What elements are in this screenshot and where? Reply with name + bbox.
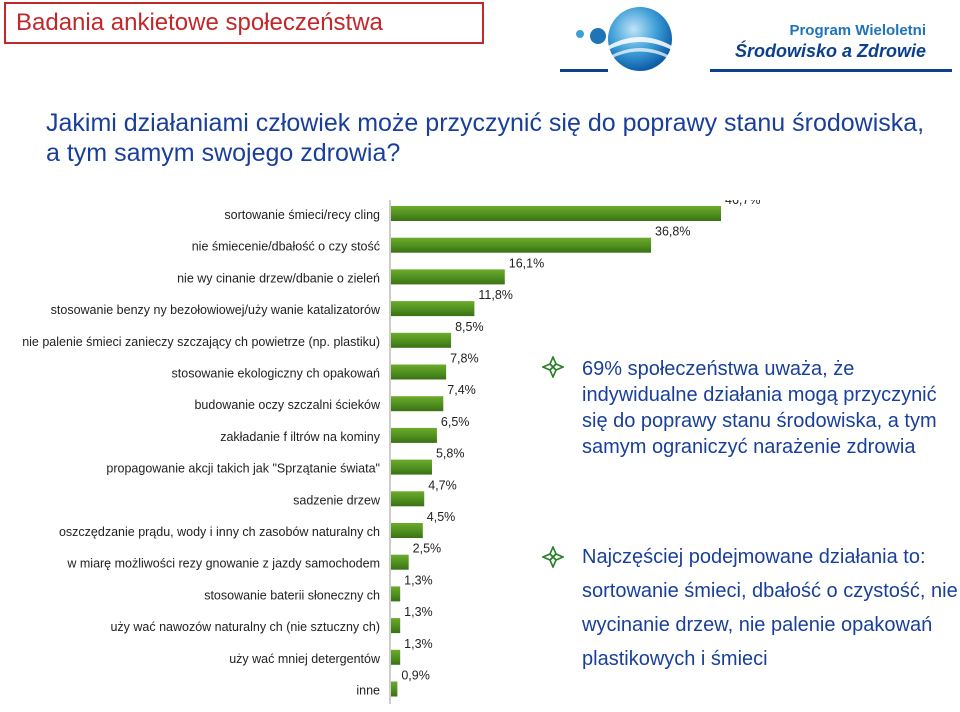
value-label: 7,4% bbox=[447, 383, 476, 397]
category-label: sadzenie drzew bbox=[293, 493, 381, 507]
category-label: propagowanie akcji takich jak "Sprzątani… bbox=[106, 462, 380, 476]
value-label: 4,7% bbox=[428, 478, 457, 492]
program-logo bbox=[560, 7, 952, 72]
category-label: uży wać nawozów naturalny ch (nie sztucz… bbox=[110, 620, 380, 634]
bar bbox=[391, 332, 452, 348]
value-label: 5,8% bbox=[436, 447, 465, 461]
category-label: stosowanie benzy ny bezołowiowej/uży wan… bbox=[51, 303, 381, 317]
value-label: 1,3% bbox=[404, 605, 433, 619]
value-label: 1,3% bbox=[404, 637, 433, 651]
program-subtitle: Środowisko a Zdrowie bbox=[734, 41, 926, 61]
dot-icon bbox=[590, 28, 606, 44]
bar bbox=[391, 618, 401, 634]
category-label: nie wy cinanie drzew/dbanie o zieleń bbox=[177, 271, 380, 285]
category-label: zakładanie f iltrów na kominy bbox=[220, 430, 381, 444]
question-line-2: a tym samym swojego zdrowia? bbox=[46, 139, 401, 167]
bar bbox=[391, 206, 721, 221]
bar bbox=[391, 237, 652, 253]
value-label: 7,8% bbox=[450, 352, 479, 366]
question-heading: Jakimi działaniami człowiek może przyczy… bbox=[46, 108, 946, 168]
bar bbox=[391, 301, 475, 317]
summary-point-2: Najczęściej podejmowane działania to: so… bbox=[542, 540, 960, 676]
bar bbox=[391, 269, 505, 285]
bar bbox=[391, 586, 401, 602]
logo-line bbox=[560, 69, 608, 72]
category-label: oszczędzanie prądu, wody i inny ch zasob… bbox=[59, 525, 380, 539]
category-label: w miarę możliwości rezy gnowanie z jazdy… bbox=[66, 557, 380, 571]
category-label: sortowanie śmieci/recy cling bbox=[224, 208, 380, 222]
bar bbox=[391, 427, 437, 443]
category-label: nie palenie śmieci zanieczy szczający ch… bbox=[22, 335, 380, 349]
bar bbox=[391, 681, 398, 697]
bar-chart: sortowanie śmieci/recy cling 46,7% nie śmi… bbox=[22, 200, 760, 704]
category-label: nie śmiecenie/dbałość o czy stość bbox=[192, 240, 380, 254]
value-label: 46,7% bbox=[725, 200, 760, 207]
question-line-1: Jakimi działaniami człowiek może przyczy… bbox=[46, 109, 925, 137]
value-label: 11,8% bbox=[478, 288, 513, 302]
category-label: stosowanie ekologiczny ch opakowań bbox=[172, 367, 381, 381]
value-label: 16,1% bbox=[509, 256, 544, 270]
slide-title: Badania ankietowe społeczeństwa bbox=[4, 2, 484, 44]
value-label: 8,5% bbox=[455, 320, 484, 334]
value-label: 6,5% bbox=[441, 415, 470, 429]
dot-icon bbox=[576, 30, 584, 38]
category-label: stosowanie baterii słoneczny ch bbox=[204, 588, 380, 602]
category-label: budowanie oczy szczalni ścieków bbox=[194, 398, 380, 412]
value-label: 1,3% bbox=[404, 573, 433, 587]
bar bbox=[391, 554, 409, 570]
value-label: 4,5% bbox=[427, 510, 456, 524]
summary-text-1: 69% społeczeństwa uważa, że indywidualne… bbox=[582, 358, 937, 458]
summary-text-2: Najczęściej podejmowane działania to: so… bbox=[582, 546, 958, 670]
category-label: inne bbox=[356, 684, 380, 698]
bar bbox=[391, 491, 425, 507]
bar bbox=[391, 649, 401, 665]
diamond-bullet-icon bbox=[542, 546, 564, 568]
bar bbox=[391, 364, 447, 380]
bar bbox=[391, 459, 432, 475]
program-name: Program Wieloletni bbox=[789, 22, 926, 39]
globe-icon bbox=[608, 7, 672, 71]
category-label: uży wać mniej detergentów bbox=[229, 652, 381, 666]
value-label: 0,9% bbox=[401, 669, 430, 683]
bar bbox=[391, 396, 444, 412]
bar bbox=[391, 523, 423, 538]
summary-point-1: 69% społeczeństwa uważa, że indywidualne… bbox=[542, 356, 960, 460]
value-label: 2,5% bbox=[413, 542, 442, 556]
value-label: 36,8% bbox=[655, 225, 690, 239]
diamond-bullet-icon bbox=[542, 356, 564, 378]
logo-line bbox=[710, 69, 952, 72]
